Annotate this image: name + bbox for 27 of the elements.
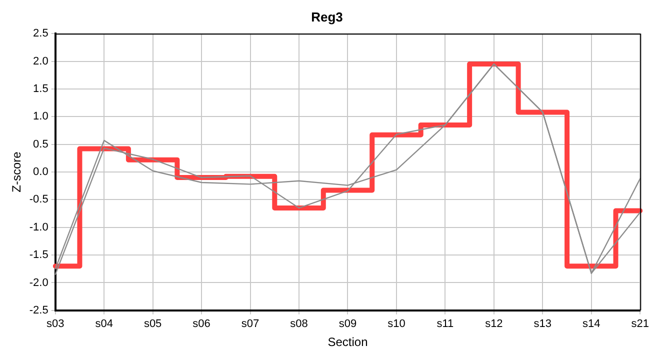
y-tick-label: 2.0	[33, 55, 48, 68]
y-tick-label: 0.0	[33, 166, 48, 178]
x-tick-label: s14	[582, 318, 600, 330]
x-tick-label: s11	[436, 318, 454, 330]
x-axis-title: Section	[328, 335, 368, 350]
y-tick-label: -2.0	[29, 276, 48, 289]
x-tick-label: s08	[290, 318, 308, 330]
x-tick-label: s05	[144, 318, 162, 330]
x-tick-label: s21	[631, 318, 650, 330]
x-tick-label: s09	[338, 318, 357, 330]
y-tick-label: -2.5	[29, 304, 48, 316]
x-tick-label: s06	[192, 318, 210, 330]
chart-title: Reg3	[311, 9, 343, 24]
y-axis-title: Z-score	[10, 151, 24, 192]
y-tick-label: -0.5	[29, 194, 48, 206]
y-tick-label: 0.5	[33, 138, 48, 150]
y-tick-label: 1.0	[33, 110, 48, 123]
y-tick-label: 2.5	[33, 28, 48, 40]
x-tick-label: s07	[241, 318, 260, 330]
x-tick-label: s12	[485, 318, 503, 330]
y-tick-label: -1.5	[29, 249, 48, 262]
x-tick-label: s13	[534, 318, 552, 330]
x-tick-label: s03	[46, 318, 64, 330]
x-tick-label: s10	[388, 318, 406, 330]
y-tick-label: 1.5	[33, 82, 48, 95]
x-tick-label: s04	[95, 318, 113, 330]
y-tick-label: -1.0	[29, 221, 48, 234]
